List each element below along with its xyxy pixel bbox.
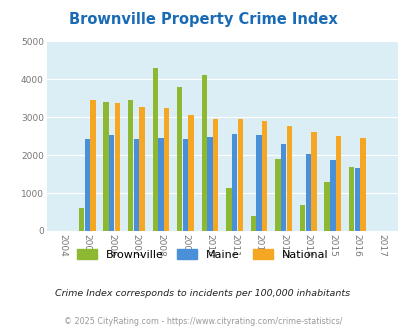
- Bar: [188, 115, 193, 231]
- Bar: [182, 139, 188, 231]
- Bar: [128, 100, 133, 231]
- Bar: [109, 135, 114, 231]
- Bar: [261, 121, 267, 231]
- Text: © 2025 CityRating.com - https://www.cityrating.com/crime-statistics/: © 2025 CityRating.com - https://www.city…: [64, 317, 341, 326]
- Bar: [354, 168, 359, 231]
- Bar: [139, 107, 144, 231]
- Bar: [286, 126, 291, 231]
- Bar: [299, 205, 305, 231]
- Bar: [201, 75, 207, 231]
- Bar: [275, 159, 280, 231]
- Bar: [305, 154, 310, 231]
- Bar: [84, 139, 90, 231]
- Bar: [152, 68, 158, 231]
- Bar: [231, 134, 237, 231]
- Bar: [348, 167, 354, 231]
- Bar: [310, 132, 316, 231]
- Bar: [329, 160, 335, 231]
- Bar: [280, 144, 286, 231]
- Bar: [177, 87, 182, 231]
- Text: Brownville Property Crime Index: Brownville Property Crime Index: [68, 12, 337, 26]
- Bar: [133, 139, 139, 231]
- Bar: [359, 138, 365, 231]
- Bar: [158, 138, 163, 231]
- Legend: Brownville, Maine, National: Brownville, Maine, National: [77, 249, 328, 260]
- Bar: [324, 182, 329, 231]
- Bar: [103, 102, 109, 231]
- Bar: [237, 119, 242, 231]
- Bar: [226, 188, 231, 231]
- Bar: [335, 136, 340, 231]
- Bar: [213, 119, 218, 231]
- Bar: [256, 135, 261, 231]
- Bar: [90, 100, 95, 231]
- Bar: [207, 137, 212, 231]
- Bar: [164, 108, 169, 231]
- Bar: [250, 216, 256, 231]
- Bar: [79, 208, 84, 231]
- Text: Crime Index corresponds to incidents per 100,000 inhabitants: Crime Index corresponds to incidents per…: [55, 289, 350, 298]
- Bar: [115, 104, 120, 231]
